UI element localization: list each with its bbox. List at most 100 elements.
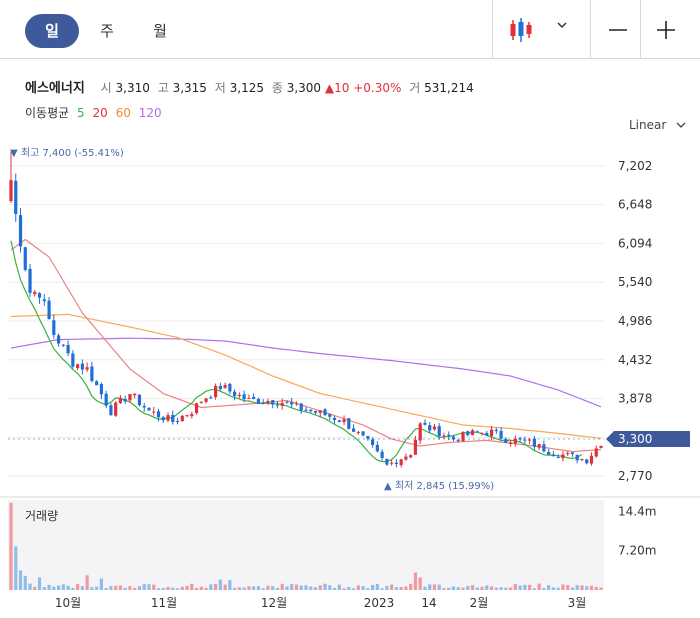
- candle-body: [209, 397, 213, 399]
- volume-bar: [233, 587, 237, 590]
- volume-bar: [342, 588, 346, 590]
- candle-body: [47, 300, 51, 319]
- ma60-line: [10, 313, 602, 439]
- candle-body: [137, 394, 142, 406]
- low-annotation: ▲ 최저 2,845 (15.99%): [384, 480, 494, 492]
- moving-average-legend: 이동평균 5 20 60 120: [25, 104, 166, 121]
- candle-body: [14, 180, 18, 215]
- candle-body: [80, 363, 84, 370]
- candle-body: [532, 438, 536, 447]
- volume-bar: [542, 588, 546, 590]
- candle-body: [190, 414, 194, 417]
- candle-body: [594, 448, 598, 457]
- scale-selector[interactable]: Linear: [629, 118, 686, 132]
- candle-body: [299, 403, 303, 411]
- y-tick-label: 2,770: [618, 469, 652, 483]
- toolbar-divider: [640, 0, 641, 58]
- candle-body: [71, 353, 75, 367]
- candle-body: [52, 320, 56, 336]
- candle-body: [28, 268, 32, 293]
- volume-bar: [456, 587, 460, 590]
- volume-bar: [599, 587, 603, 590]
- candle-body: [218, 385, 222, 390]
- x-tick-label: 14: [421, 596, 436, 610]
- volume-title: 거래량: [25, 509, 59, 523]
- ma60-legend[interactable]: 60: [115, 106, 131, 120]
- volume-bar: [204, 587, 208, 590]
- high-annotation: ▼ 최고 7,400 (-55.41%): [10, 147, 124, 159]
- candle-body: [309, 409, 313, 412]
- volume-bar: [299, 585, 303, 590]
- candle-body: [123, 398, 127, 402]
- volume-bar: [256, 586, 261, 590]
- volume-bar: [513, 584, 517, 590]
- chevron-down-icon[interactable]: [556, 20, 568, 30]
- volume-bar: [152, 584, 156, 590]
- volume-bar: [228, 580, 232, 590]
- volume-bar: [76, 583, 80, 590]
- volume-bar: [413, 572, 418, 590]
- volume-bar: [71, 587, 75, 590]
- candle-body: [175, 420, 180, 422]
- volume-bar: [561, 584, 565, 590]
- x-tick-label: 10월: [55, 596, 81, 610]
- volume-bar: [351, 588, 356, 590]
- candle-body: [261, 402, 265, 404]
- candlestick-type-icon[interactable]: [508, 16, 538, 44]
- x-tick-label: 2023: [364, 596, 395, 610]
- y-tick-label: 4,986: [618, 314, 652, 328]
- zoom-out-icon[interactable]: [606, 18, 630, 42]
- volume-bar: [218, 579, 222, 590]
- volume-bar: [304, 585, 308, 590]
- candle-body: [547, 451, 551, 455]
- ma120-legend[interactable]: 120: [138, 106, 162, 120]
- candle-body: [375, 444, 379, 452]
- candle-body: [42, 299, 46, 302]
- volume-bar: [142, 584, 146, 590]
- candle-body: [280, 403, 284, 406]
- volume-bar: [271, 586, 275, 590]
- volume-bar: [409, 583, 413, 590]
- volume-bar: [485, 585, 489, 590]
- volume-bar: [147, 584, 151, 590]
- candle-body: [371, 439, 375, 445]
- candle-body: [104, 393, 108, 406]
- candle-body: [356, 431, 360, 433]
- volume-bar: [356, 585, 360, 590]
- candle-body: [332, 417, 337, 421]
- candle-body: [451, 436, 456, 440]
- volume-bar: [118, 585, 123, 590]
- candle-body: [114, 402, 118, 416]
- candle-body: [66, 344, 70, 354]
- candle-body: [95, 381, 99, 386]
- candle-body: [447, 434, 451, 436]
- candle-body: [9, 180, 13, 201]
- volume-tick-label: 14.4m: [618, 504, 656, 518]
- candle-body: [242, 394, 246, 400]
- y-tick-label: 4,432: [618, 353, 652, 367]
- volume-bar: [518, 585, 522, 590]
- candle-body: [580, 458, 584, 461]
- volume-bar: [575, 585, 579, 590]
- candle-body: [142, 405, 146, 408]
- stock-name: 에스에너지: [25, 81, 85, 96]
- volume-bar: [556, 587, 560, 590]
- candle-body: [337, 420, 341, 423]
- candle-body: [413, 439, 418, 455]
- candle-body: [152, 411, 156, 413]
- ma5-legend[interactable]: 5: [77, 106, 85, 120]
- tab-daily[interactable]: 일: [25, 14, 79, 48]
- volume-bar: [475, 587, 479, 590]
- candle-body: [513, 438, 517, 444]
- tab-weekly[interactable]: 주: [100, 22, 114, 40]
- ma20-legend[interactable]: 20: [92, 106, 108, 120]
- volume-bar: [294, 584, 299, 590]
- tab-monthly[interactable]: 월: [153, 22, 167, 40]
- zoom-in-icon[interactable]: [654, 18, 678, 42]
- volume-bar: [566, 585, 570, 590]
- candle-body: [380, 451, 384, 459]
- candle-body: [18, 215, 23, 247]
- candle-body: [351, 428, 356, 432]
- volume-bar: [247, 586, 251, 590]
